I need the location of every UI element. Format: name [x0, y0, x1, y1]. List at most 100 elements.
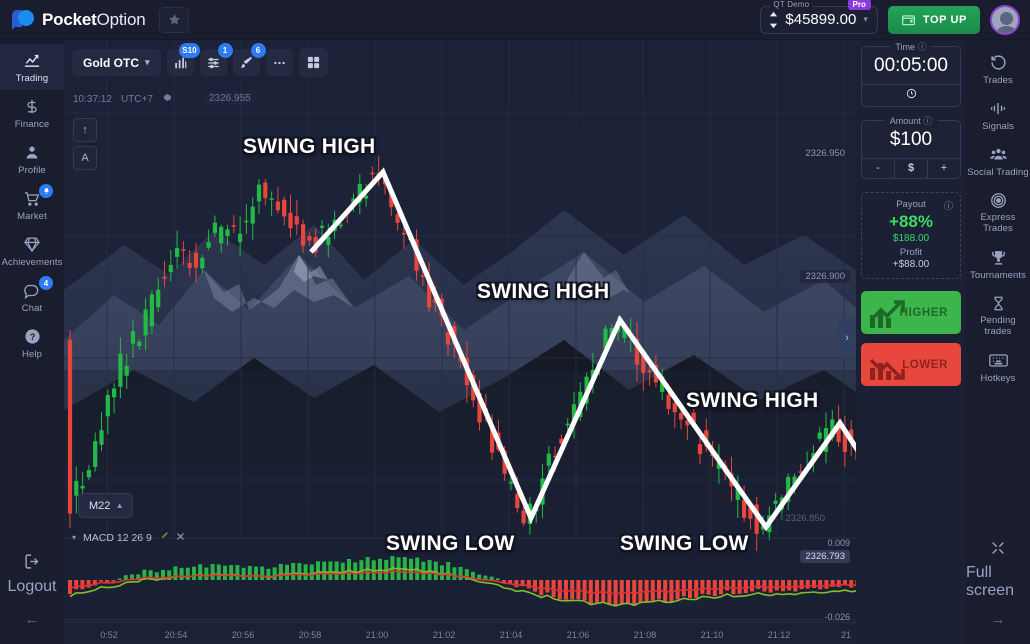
macd-histogram-bar: [278, 564, 283, 580]
top-up-button[interactable]: TOP UP: [887, 5, 980, 34]
vertical-line-tool[interactable]: ↑: [73, 118, 97, 142]
macd-histogram-bar: [204, 567, 209, 580]
left-sidebar: Trading Finance Profile Market: [0, 40, 64, 644]
macd-histogram-bar: [117, 578, 122, 580]
sidebar-item-chat[interactable]: 4 Chat: [0, 274, 64, 320]
candle: [269, 191, 274, 216]
candle: [219, 224, 224, 253]
time-value[interactable]: 00:05:00: [874, 55, 948, 76]
macd-histogram-bar: [340, 562, 345, 580]
chart-area[interactable]: Gold OTC ▾ S10 1 6 10:37: [64, 40, 856, 644]
sidebar-item-hotkeys[interactable]: Hotkeys: [966, 344, 1030, 390]
collapse-left-arrow-icon[interactable]: ←: [24, 611, 40, 628]
text-tool[interactable]: A: [73, 146, 97, 170]
chart-type-button[interactable]: S10: [166, 43, 200, 76]
macd-histogram-bar: [99, 580, 103, 582]
sidebar-item-pending-trades[interactable]: Pending trades: [966, 287, 1030, 344]
asset-selector-button[interactable]: Gold OTC ▾: [72, 49, 161, 76]
amount-field-group[interactable]: Amount ⓘ $100 - $ +: [861, 114, 961, 179]
fullscreen-button[interactable]: Full screen: [966, 540, 1030, 600]
more-options-button[interactable]: [265, 49, 293, 76]
candle: [212, 215, 217, 237]
macd-histogram-bar: [737, 580, 742, 594]
macd-histogram-bar: [551, 580, 556, 598]
macd-histogram-bar: [384, 559, 389, 580]
gear-icon[interactable]: [162, 92, 173, 106]
chevron-down-icon[interactable]: ▾: [72, 533, 77, 542]
macd-histogram-bar: [316, 561, 320, 580]
sidebar-item-signals[interactable]: Signals: [966, 92, 1030, 138]
macd-histogram-bar: [694, 580, 699, 598]
help-icon[interactable]: ⓘ: [923, 116, 933, 126]
macd-histogram-bar: [421, 561, 426, 580]
sidebar-item-profile[interactable]: Profile: [0, 136, 64, 182]
sidebar-item-finance[interactable]: Finance: [0, 90, 64, 136]
macd-histogram-bar: [371, 560, 376, 580]
drawing-tools-button[interactable]: 6: [232, 43, 266, 76]
macd-histogram-bar: [818, 580, 823, 590]
candle: [206, 229, 211, 251]
sidebar-item-label: Pending trades: [980, 314, 1016, 337]
macd-histogram-bar: [843, 580, 847, 586]
candle: [546, 445, 551, 475]
candle: [137, 339, 142, 350]
candle: [282, 196, 287, 226]
macd-histogram-bar: [619, 580, 624, 604]
balance-chevron-down-icon[interactable]: ▾: [863, 14, 868, 24]
macd-histogram-bar: [359, 560, 364, 580]
sidebar-item-market[interactable]: Market: [0, 182, 64, 228]
brand-logo[interactable]: PocketOption: [0, 9, 146, 31]
sidebar-item-trading[interactable]: Trading: [0, 44, 64, 90]
time-axis-tick: 20:56: [231, 630, 255, 640]
macd-histogram-bar: [241, 567, 246, 580]
amount-decrease-button[interactable]: -: [876, 162, 880, 174]
candle: [754, 496, 759, 551]
amount-input[interactable]: $100: [889, 129, 933, 150]
sidebar-item-social-trading[interactable]: Social Trading: [966, 138, 1030, 184]
time-axis-tick: 0:52: [100, 630, 118, 640]
amount-currency-button[interactable]: $: [894, 159, 927, 178]
sidebar-item-help[interactable]: ? Help: [0, 320, 64, 366]
swap-account-icon[interactable]: [769, 11, 778, 29]
sidebar-item-express-trades[interactable]: Express Trades: [966, 184, 1030, 241]
profit-label: Profit: [899, 247, 923, 258]
balance-amount: $45899.00: [785, 11, 857, 28]
candle: [231, 215, 236, 234]
sidebar-item-label: Trading: [15, 73, 49, 84]
time-field-group[interactable]: Time ⓘ 00:05:00: [861, 40, 961, 107]
favorites-button[interactable]: [159, 6, 190, 33]
account-balance-selector[interactable]: QT Demo Pro $45899.00 ▾: [760, 0, 878, 34]
indicators-button[interactable]: 1: [199, 43, 233, 76]
collapse-right-arrow-icon[interactable]: →: [990, 611, 1006, 628]
macd-histogram-bar: [477, 574, 482, 580]
sidebar-item-trades[interactable]: Trades: [966, 46, 1030, 92]
higher-button[interactable]: HIGHER: [861, 291, 961, 334]
sidebar-item-tournaments[interactable]: Tournaments: [966, 241, 1030, 287]
candle: [427, 262, 432, 312]
market-notification-badge: [39, 184, 53, 198]
time-mode-button[interactable]: [862, 85, 960, 106]
sidebar-item-achievements[interactable]: Achievements: [0, 228, 64, 274]
macd-histogram-bar: [849, 580, 854, 588]
amount-increase-button[interactable]: +: [927, 159, 960, 178]
layout-button[interactable]: [298, 48, 328, 77]
help-icon[interactable]: ⓘ: [917, 42, 927, 52]
logout-button[interactable]: Logout: [0, 553, 64, 596]
macd-histogram-bar: [768, 580, 773, 593]
payout-help-icon[interactable]: ⓘ: [943, 201, 953, 211]
macd-histogram-bar: [216, 564, 221, 580]
chart-meta-info: 10:37:12 UTC+7: [73, 92, 173, 106]
logout-icon: [24, 553, 41, 575]
pencil-icon[interactable]: [159, 531, 169, 544]
macd-histogram-bar: [148, 570, 153, 580]
scroll-right-button[interactable]: ›: [838, 318, 856, 358]
payout-title: Payout: [896, 199, 926, 210]
candle: [187, 250, 192, 277]
candle: [634, 322, 640, 382]
lower-button[interactable]: LOWER: [861, 343, 961, 386]
macd-histogram-bar: [464, 569, 469, 580]
macd-histogram-bar: [681, 580, 686, 597]
avatar[interactable]: [990, 4, 1020, 35]
timeframe-button[interactable]: M22 ▴: [78, 493, 133, 518]
close-icon[interactable]: [176, 532, 185, 544]
